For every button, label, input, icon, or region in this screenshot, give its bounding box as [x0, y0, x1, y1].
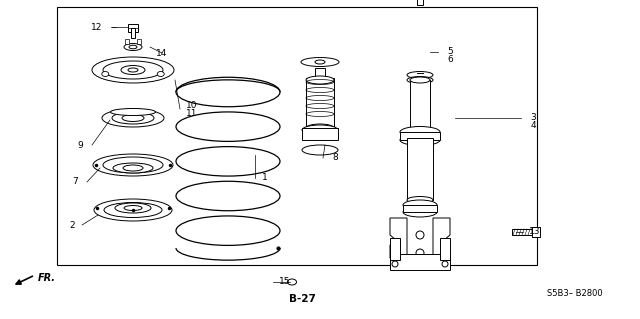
Bar	[131, 28, 135, 38]
Bar	[125, 39, 129, 44]
Ellipse shape	[102, 71, 109, 77]
Text: 12: 12	[92, 23, 102, 32]
Ellipse shape	[306, 76, 334, 84]
Ellipse shape	[128, 68, 138, 72]
Ellipse shape	[306, 124, 334, 132]
Text: 15: 15	[279, 278, 291, 286]
Ellipse shape	[121, 65, 145, 75]
Ellipse shape	[407, 71, 433, 78]
Ellipse shape	[400, 135, 440, 145]
Ellipse shape	[93, 154, 173, 176]
Ellipse shape	[302, 145, 338, 155]
Text: 2: 2	[69, 220, 75, 229]
Text: 11: 11	[186, 108, 198, 117]
Bar	[410, 80, 430, 130]
Ellipse shape	[410, 127, 430, 133]
Ellipse shape	[113, 163, 153, 173]
Ellipse shape	[400, 127, 440, 137]
Ellipse shape	[302, 125, 338, 135]
Bar	[390, 254, 450, 270]
Bar	[137, 39, 141, 44]
Ellipse shape	[129, 45, 137, 49]
Text: 8: 8	[332, 153, 338, 162]
Ellipse shape	[287, 279, 296, 285]
Text: 14: 14	[156, 48, 168, 57]
Ellipse shape	[112, 112, 154, 124]
Bar	[315, 68, 325, 80]
Text: B-27: B-27	[289, 294, 316, 304]
Bar	[57, 7, 537, 265]
Bar	[417, 0, 423, 5]
Ellipse shape	[92, 57, 174, 83]
Text: 3: 3	[530, 114, 536, 122]
Ellipse shape	[123, 165, 143, 171]
Ellipse shape	[407, 77, 433, 84]
Bar	[400, 132, 440, 140]
Ellipse shape	[403, 207, 437, 217]
Ellipse shape	[157, 71, 164, 77]
Bar	[407, 138, 433, 200]
Ellipse shape	[301, 57, 339, 66]
Bar	[403, 205, 437, 212]
Ellipse shape	[102, 109, 164, 127]
Text: 10: 10	[186, 100, 198, 109]
Text: 13: 13	[529, 227, 541, 236]
Text: 5: 5	[447, 48, 453, 56]
Bar	[128, 24, 138, 32]
Polygon shape	[390, 218, 407, 265]
Bar	[532, 227, 540, 237]
Ellipse shape	[410, 77, 430, 83]
Ellipse shape	[104, 203, 162, 218]
Text: 7: 7	[72, 177, 78, 187]
Polygon shape	[433, 218, 450, 265]
Ellipse shape	[315, 60, 325, 64]
Ellipse shape	[122, 115, 144, 122]
Text: 9: 9	[77, 140, 83, 150]
Ellipse shape	[115, 203, 151, 213]
Bar	[302, 128, 338, 140]
Text: 4: 4	[530, 122, 536, 130]
Text: S5B3– B2800: S5B3– B2800	[547, 288, 603, 298]
Ellipse shape	[103, 157, 163, 173]
Bar	[440, 238, 450, 260]
Ellipse shape	[111, 108, 156, 115]
Ellipse shape	[94, 199, 172, 221]
Ellipse shape	[407, 197, 433, 204]
Ellipse shape	[124, 205, 142, 211]
Ellipse shape	[403, 200, 437, 210]
Text: 6: 6	[447, 56, 453, 64]
Bar	[512, 229, 536, 235]
Text: FR.: FR.	[38, 273, 56, 283]
Bar	[306, 78, 334, 128]
Bar	[390, 238, 400, 260]
Ellipse shape	[103, 61, 163, 79]
Text: 1: 1	[262, 174, 268, 182]
Ellipse shape	[124, 43, 142, 50]
